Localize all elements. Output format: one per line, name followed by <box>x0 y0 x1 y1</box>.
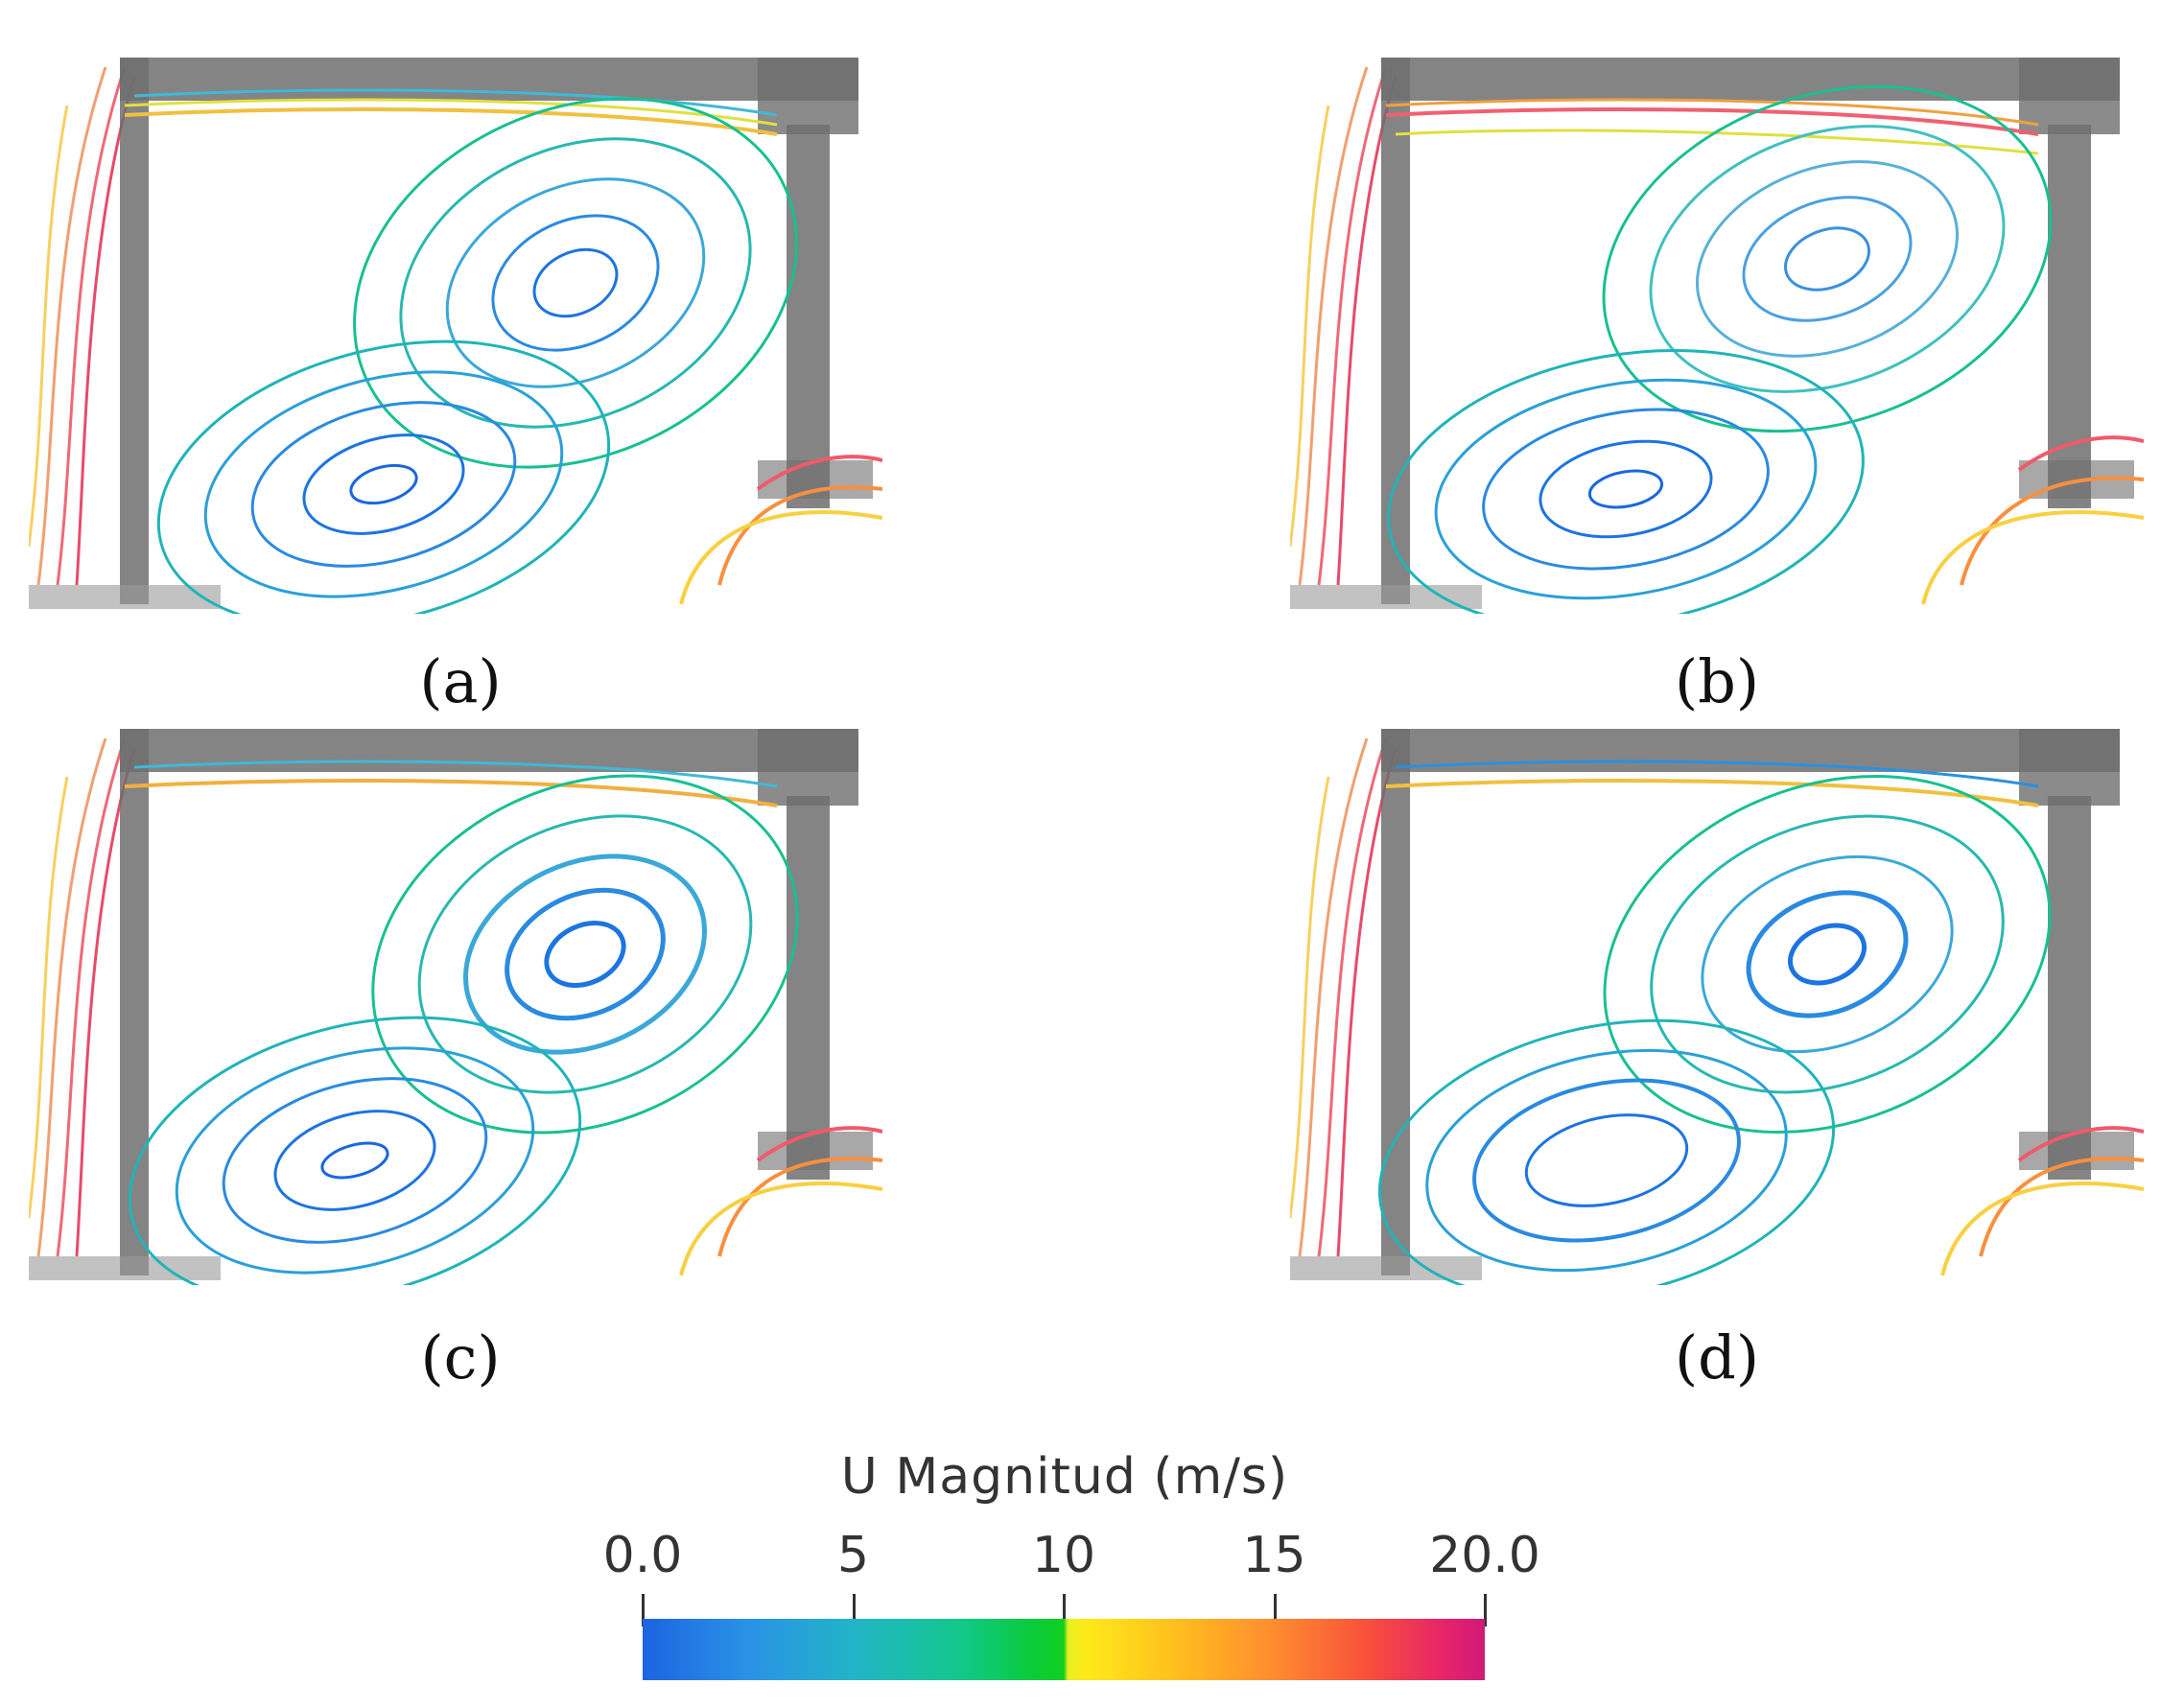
colorbar-tick-mark <box>1484 1594 1487 1626</box>
flow-panel-c <box>29 719 882 1285</box>
colorbar-legend: U Magnitud (m/s) 0.0 5 10 15 20.0 <box>537 1439 1592 1697</box>
colorbar-title: U Magnitud (m/s) <box>840 1448 1289 1506</box>
panel-caption-c: (c) <box>420 1322 501 1392</box>
flow-panel-a <box>29 48 882 614</box>
panel-caption-d: (d) <box>1674 1322 1760 1392</box>
colorbar-tick-mark <box>852 1594 856 1626</box>
streamline-plot-a <box>29 48 882 614</box>
colorbar-tick-label: 5 <box>836 1527 870 1584</box>
streamline-plot-b <box>1290 48 2144 614</box>
colorbar-tick-label: 10 <box>1031 1527 1096 1584</box>
flow-panel-d <box>1290 719 2144 1285</box>
colorbar-tick-label: 20.0 <box>1429 1527 1540 1584</box>
flow-panel-b <box>1290 48 2144 614</box>
colorbar-gradient <box>643 1619 1485 1680</box>
colorbar-tick-label: 0.0 <box>602 1527 683 1584</box>
panel-caption-a: (a) <box>419 646 502 716</box>
colorbar-tick-mark <box>1063 1594 1066 1626</box>
panel-caption-b: (b) <box>1674 646 1760 716</box>
streamline-plot-c <box>29 719 882 1285</box>
colorbar-tick-mark <box>1273 1594 1277 1626</box>
colorbar-tick-mark <box>642 1594 645 1626</box>
streamline-plot-d <box>1290 719 2144 1285</box>
colorbar-tick-label: 15 <box>1242 1527 1306 1584</box>
